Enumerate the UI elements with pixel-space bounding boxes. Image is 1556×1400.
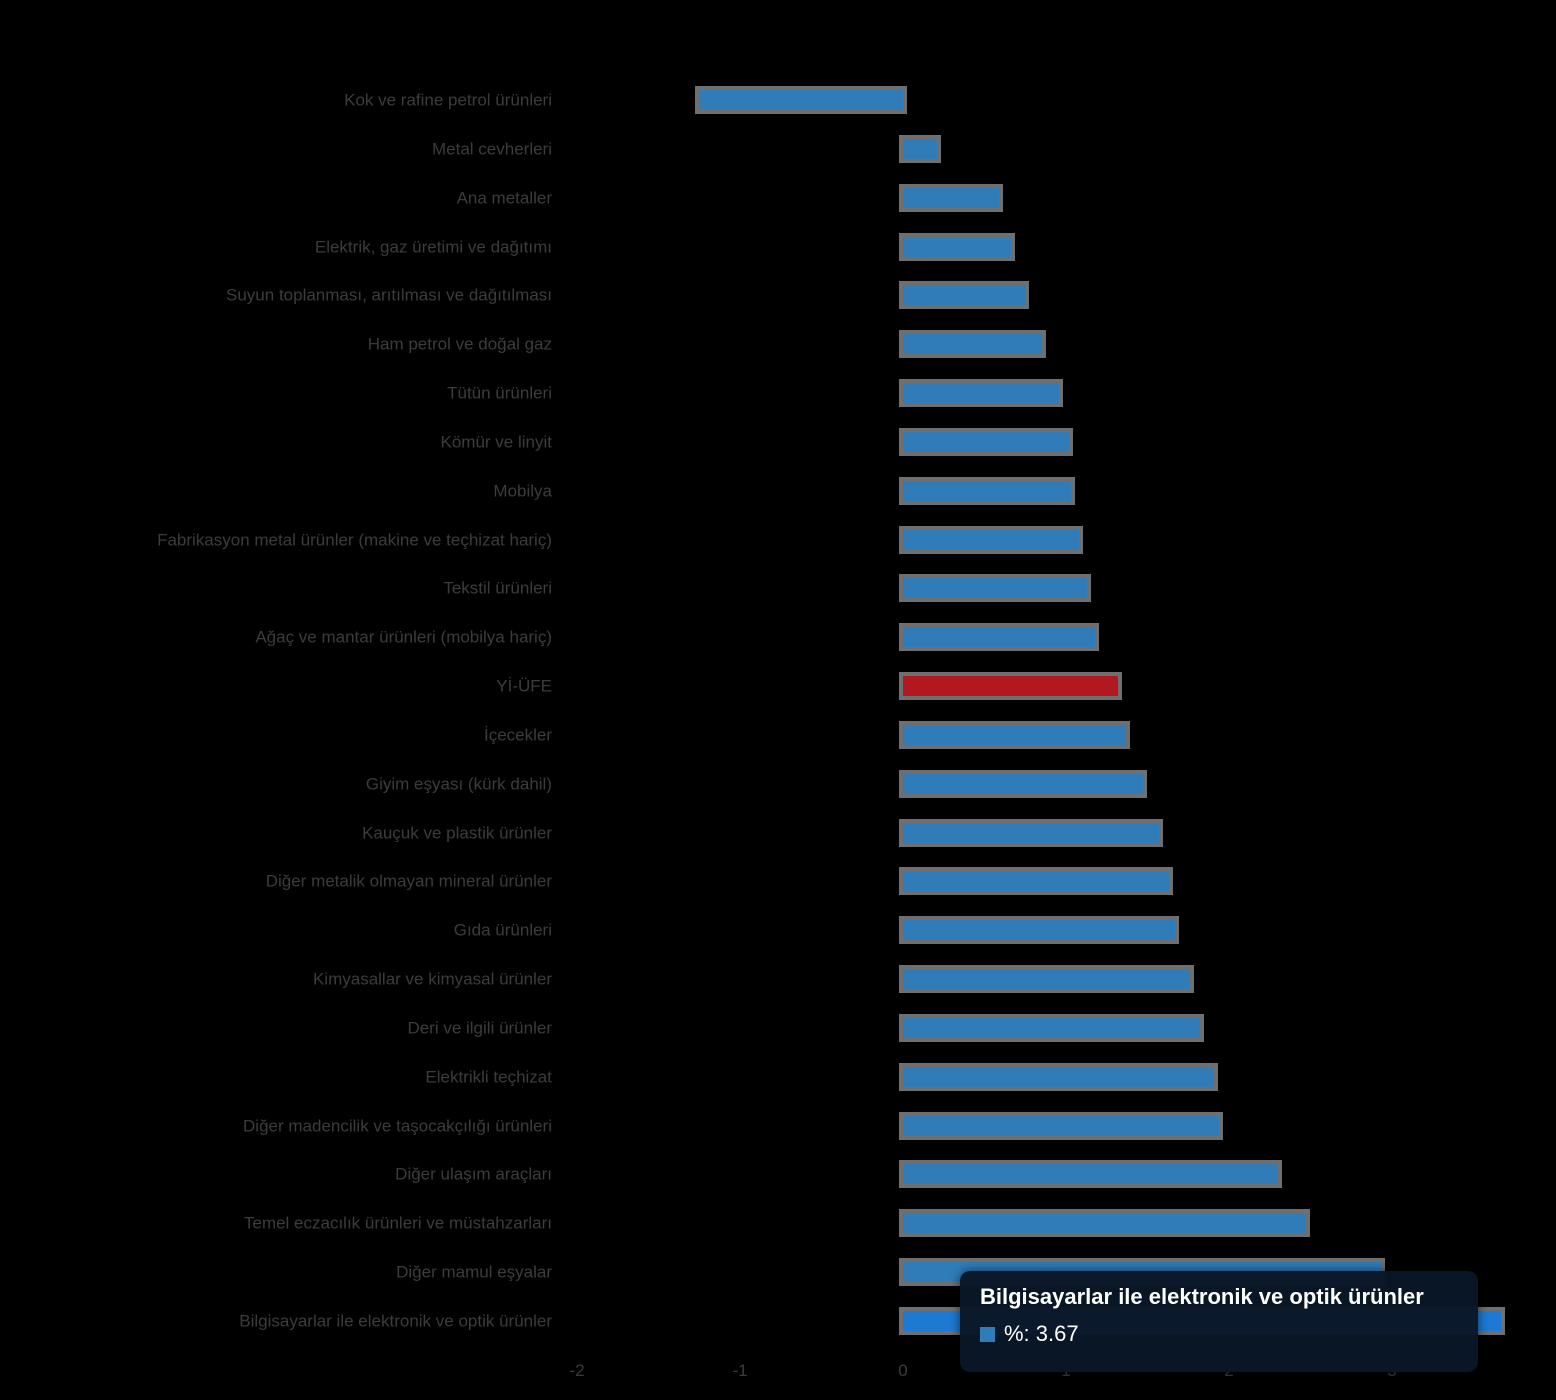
tooltip-legend-swatch [980, 1326, 995, 1342]
category-label: Mobilya [493, 481, 552, 501]
category-label: Kauçuk ve plastik ürünler [362, 823, 552, 843]
category-label: Ağaç ve mantar ürünleri (mobilya hariç) [255, 627, 552, 647]
x-axis-tick-label: -2 [569, 1361, 585, 1380]
bar[interactable] [899, 281, 1030, 310]
category-label: İçecekler [483, 725, 552, 745]
category-label: Ana metaller [456, 188, 552, 208]
category-label: Yİ-ÜFE [496, 676, 552, 696]
tooltip-value-row: %: 3.67 [980, 1323, 1460, 1345]
bar[interactable] [899, 476, 1075, 505]
category-label: Ham petrol ve doğal gaz [367, 334, 552, 354]
bar[interactable] [899, 525, 1084, 554]
category-label: Deri ve ilgili ürünler [407, 1018, 552, 1038]
x-axis-tick-label: 0 [898, 1361, 908, 1380]
bar[interactable] [899, 232, 1015, 261]
category-label: Diğer ulaşım araçları [395, 1164, 552, 1184]
bar[interactable] [899, 1111, 1224, 1140]
tooltip: Bilgisayarlar ile elektronik ve optik ür… [960, 1271, 1478, 1372]
bar[interactable] [899, 1209, 1310, 1238]
x-axis-tick-label: -1 [732, 1361, 748, 1380]
tooltip-value: %: 3.67 [1004, 1321, 1079, 1347]
bar[interactable] [899, 965, 1194, 994]
category-label: Elektrikli teçhizat [425, 1067, 552, 1087]
category-label: Kok ve rafine petrol ürünleri [344, 90, 552, 110]
category-label: Tekstil ürünleri [443, 578, 552, 598]
bar[interactable] [899, 427, 1074, 456]
bar[interactable] [695, 86, 907, 114]
category-label: Diğer metalik olmayan mineral ürünler [265, 871, 552, 891]
bar[interactable] [899, 1013, 1204, 1042]
category-label: Kömür ve linyit [440, 432, 552, 452]
category-label: Diğer madencilik ve taşocakçılığı ürünle… [243, 1116, 552, 1136]
category-label: Temel eczacılık ürünleri ve müstahzarlar… [243, 1213, 552, 1233]
bar[interactable] [899, 330, 1046, 359]
bar[interactable] [899, 574, 1092, 603]
bar[interactable] [899, 623, 1100, 652]
bar[interactable] [899, 1062, 1219, 1091]
bar[interactable] [899, 720, 1131, 749]
bar-highlight[interactable] [899, 672, 1123, 701]
bar[interactable] [899, 818, 1163, 847]
category-label: Metal cevherleri [432, 139, 552, 159]
bar[interactable] [899, 134, 942, 163]
category-label: Kimyasallar ve kimyasal ürünler [312, 969, 552, 989]
tooltip-title: Bilgisayarlar ile elektronik ve optik ür… [980, 1284, 1424, 1309]
category-label: Gıda ürünleri [453, 920, 552, 940]
bar[interactable] [899, 867, 1173, 896]
bar[interactable] [899, 769, 1147, 798]
bar[interactable] [899, 1160, 1282, 1189]
category-label: Tütün ürünleri [447, 383, 552, 403]
category-label: Diğer mamul eşyalar [396, 1262, 552, 1282]
category-label: Giyim eşyası (kürk dahil) [365, 774, 552, 794]
category-label: Elektrik, gaz üretimi ve dağıtımı [314, 237, 552, 257]
category-label: Suyun toplanması, arıtılması ve dağıtılm… [226, 285, 552, 305]
category-label: Bilgisayarlar ile elektronik ve optik ür… [239, 1311, 552, 1331]
category-label: Fabrikasyon metal ürünler (makine ve teç… [157, 530, 552, 550]
bar[interactable] [899, 379, 1064, 408]
bar[interactable] [899, 916, 1180, 945]
bar[interactable] [899, 183, 1004, 212]
